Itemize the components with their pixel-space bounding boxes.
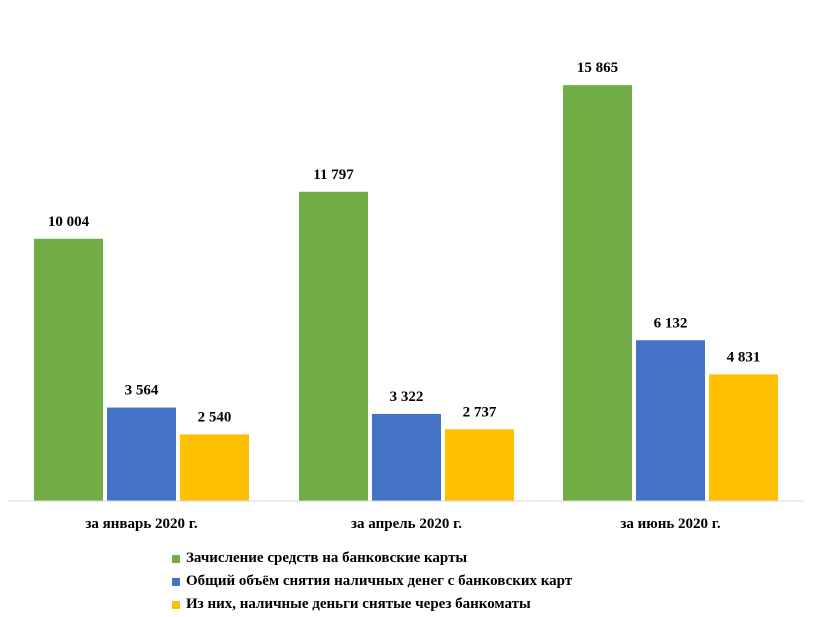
legend-label: Общий объём снятия наличных денег с банк…: [186, 573, 573, 589]
value-labels-group: 10 004 3 564 2 540 11 797 3 322 2 737 15 865 6 …: [48, 60, 761, 425]
bar: [445, 429, 514, 501]
legend-swatch: [172, 577, 180, 586]
data-label: 4 831: [727, 349, 761, 365]
bar: [107, 407, 176, 501]
bar: [636, 340, 705, 501]
data-label: 6 132: [654, 315, 688, 331]
bars-group: [34, 85, 778, 502]
data-label: 10 004: [48, 214, 90, 230]
data-label: 3 564: [125, 383, 159, 399]
bar: [709, 374, 778, 501]
bar: [180, 434, 249, 501]
data-label: 3 322: [390, 389, 424, 405]
category-labels-group: за январь 2020 г. за апрель 2020 г. за июн…: [85, 516, 721, 532]
legend-item: Зачисление средств на банковские карты: [172, 547, 572, 570]
bar: [372, 413, 441, 501]
legend: Зачисление средств на банковские карты О…: [172, 547, 572, 616]
legend-swatch: [172, 600, 180, 609]
legend-item: Общий объём снятия наличных денег с банк…: [172, 570, 572, 593]
data-label: 2 540: [198, 409, 232, 425]
category-label: за апрель 2020 г.: [351, 516, 462, 532]
bar: [299, 191, 368, 502]
data-label: 2 737: [463, 404, 497, 420]
legend-label: Из них, наличные деньги снятые через бан…: [186, 596, 531, 612]
category-label: за январь 2020 г.: [85, 516, 198, 532]
bar-chart: 10 004 3 564 2 540 11 797 3 322 2 737 15 865 6 …: [7, 60, 803, 532]
data-label: 15 865: [577, 60, 618, 76]
data-label: 11 797: [313, 167, 354, 183]
legend-item: Из них, наличные деньги снятые через бан…: [172, 593, 572, 616]
bar: [34, 238, 103, 502]
category-label: за июнь 2020 г.: [620, 516, 721, 532]
bar: [563, 85, 632, 502]
legend-swatch: [172, 554, 180, 563]
legend-label: Зачисление средств на банковские карты: [186, 550, 468, 566]
